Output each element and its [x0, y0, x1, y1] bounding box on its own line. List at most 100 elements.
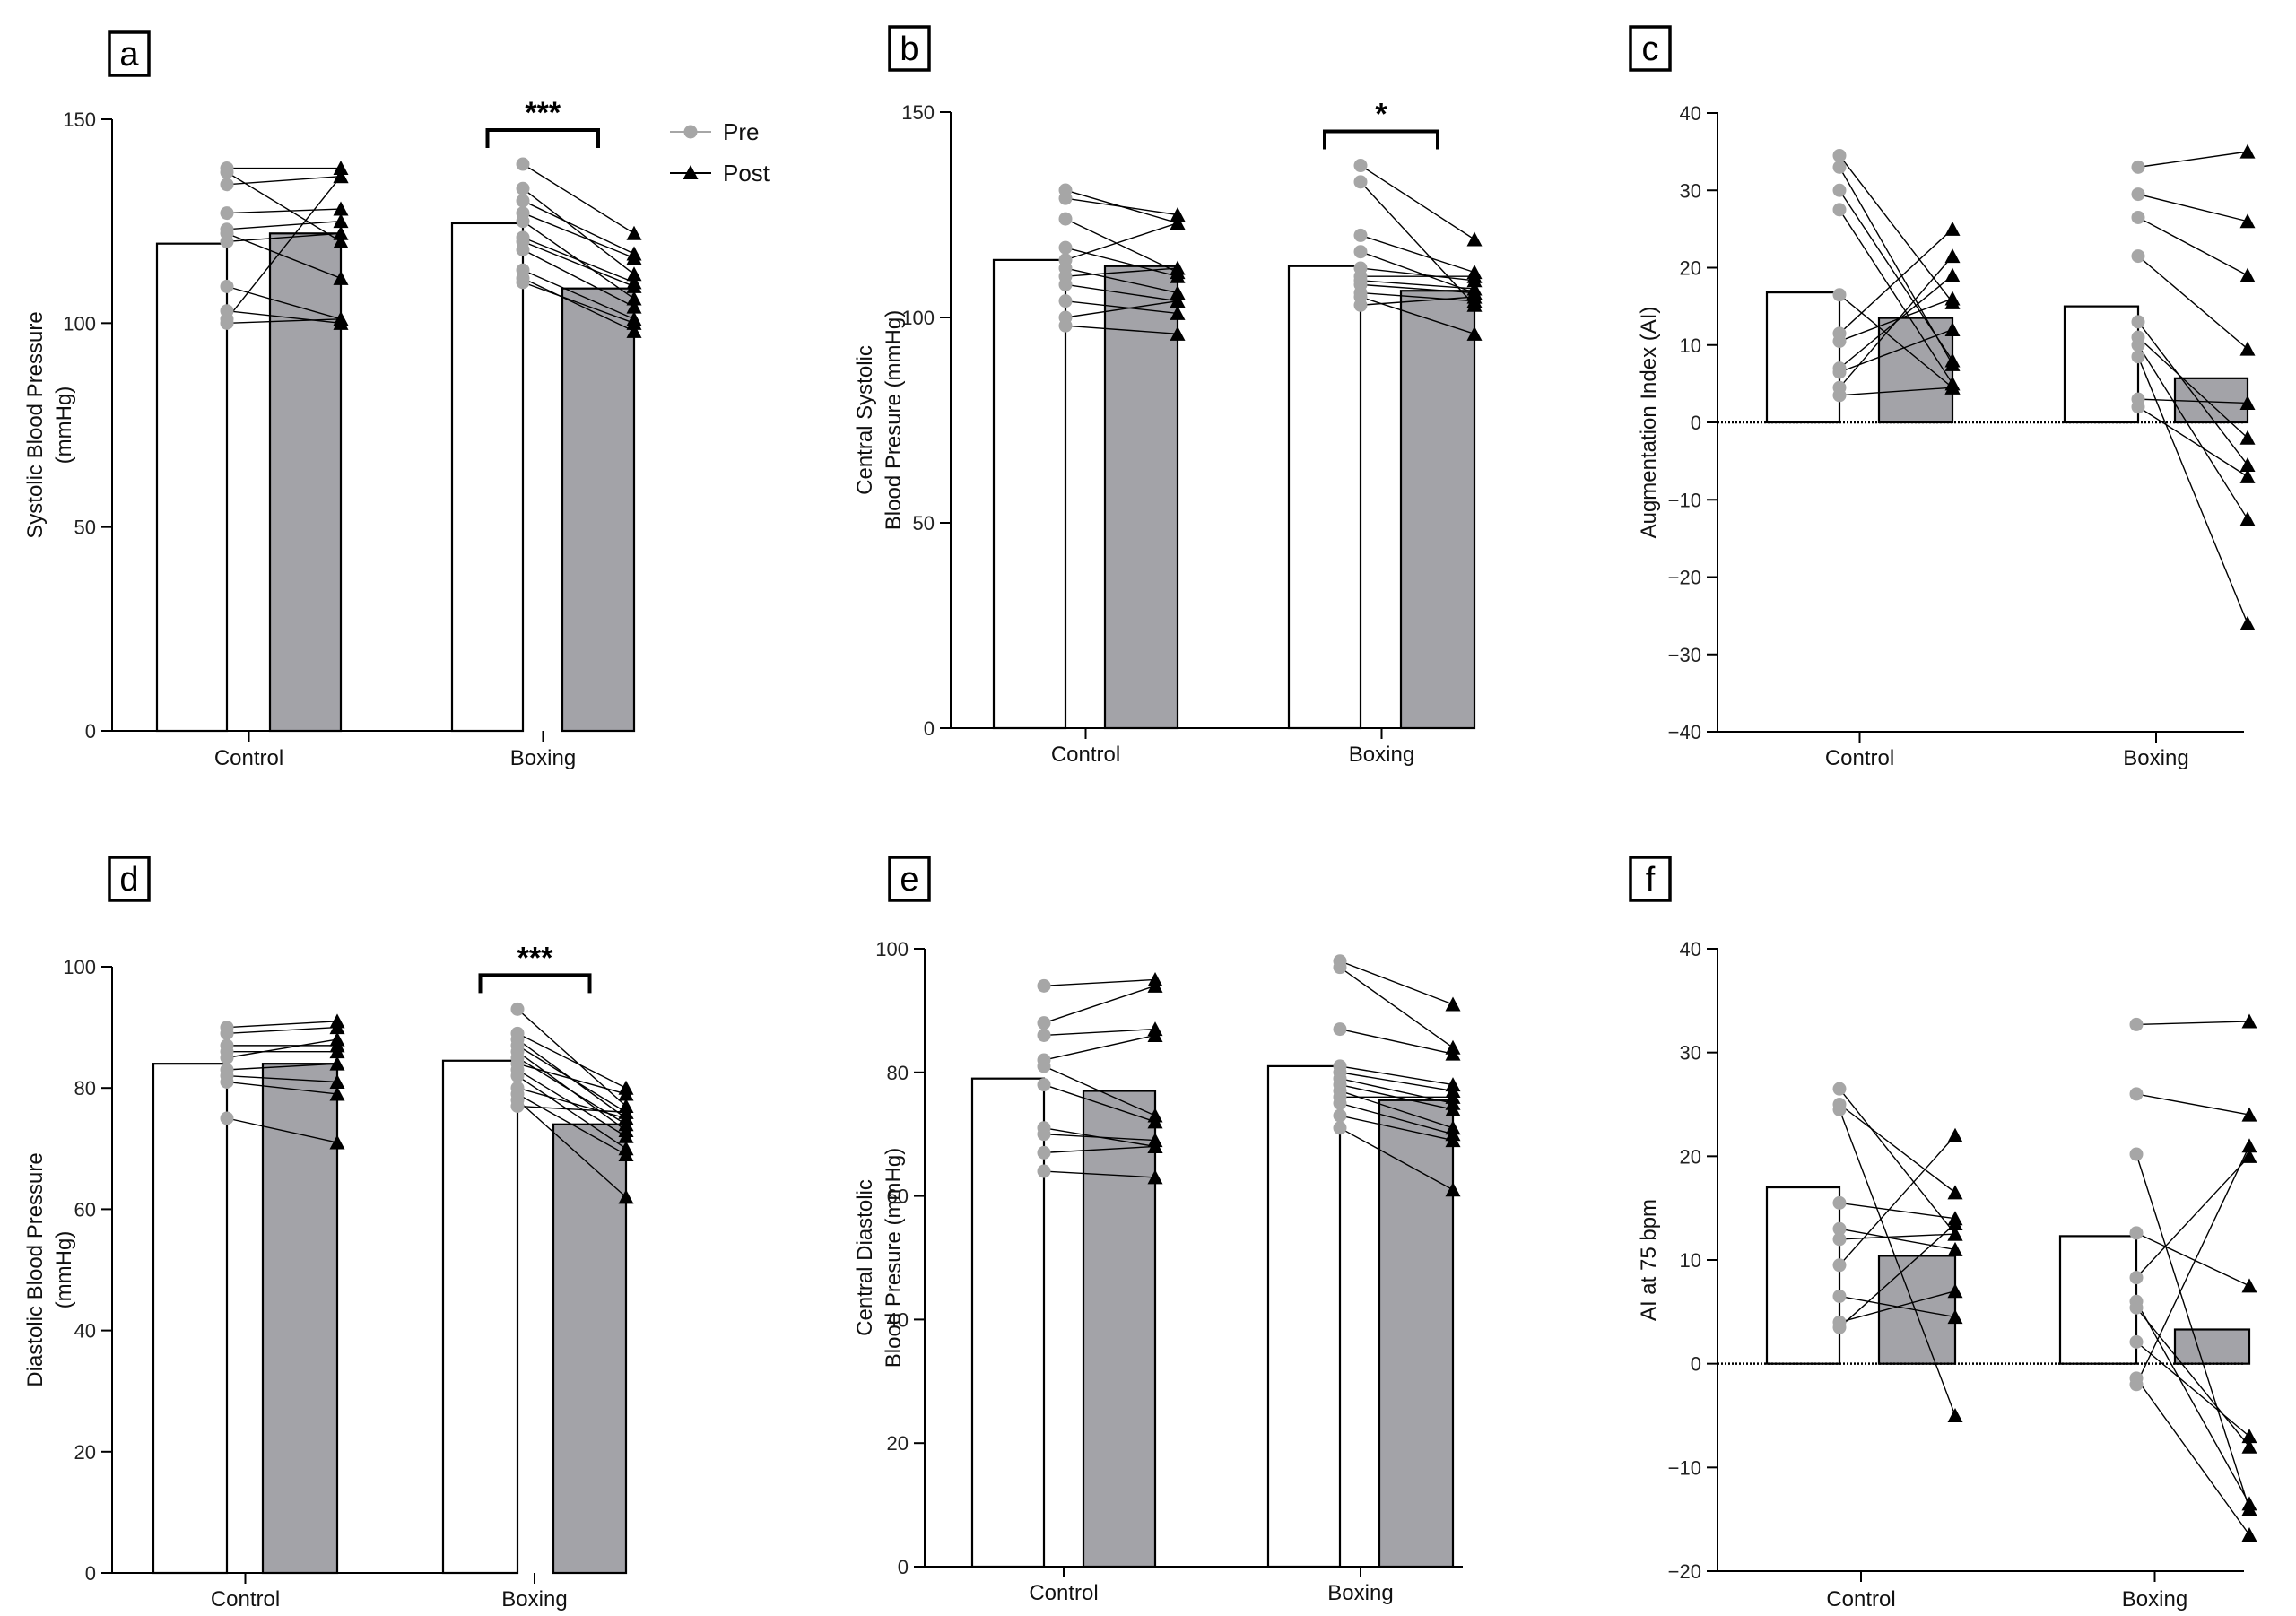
- y-tick-label: 0: [898, 1556, 909, 1578]
- point-pre: [1037, 1016, 1051, 1030]
- y-tick-label: 40: [1680, 102, 1701, 125]
- point-post: [1147, 1138, 1163, 1153]
- pair-line: [2137, 406, 2248, 477]
- point-post: [1170, 260, 1186, 275]
- pair-line: [1043, 1134, 1156, 1142]
- pair-line: [1339, 1078, 1454, 1104]
- point-post: [2239, 615, 2256, 630]
- point-post: [1445, 1046, 1461, 1061]
- point-pre: [220, 279, 234, 293]
- point-post: [2239, 511, 2256, 526]
- point-pre: [2131, 400, 2145, 414]
- y-tick-label: 80: [74, 1077, 96, 1099]
- panel-label-text: f: [1646, 861, 1656, 899]
- pair-line: [1339, 1102, 1454, 1135]
- bar-pre-control: [152, 1063, 229, 1575]
- y-axis-label: Diastolic Blood Pressure (mmHg): [23, 1152, 76, 1386]
- legend-post-label: Post: [723, 160, 770, 187]
- point-post: [1466, 268, 1483, 283]
- point-post: [1147, 977, 1163, 993]
- point-post: [1944, 267, 1961, 282]
- point-post: [2239, 430, 2256, 445]
- point-post: [333, 311, 349, 326]
- x-tick-label: Boxing: [1327, 1581, 1393, 1605]
- pair-line: [226, 1026, 338, 1035]
- y-tick-label: 60: [887, 1186, 909, 1208]
- pair-line: [1360, 181, 1475, 306]
- x-tick-label: Control: [1051, 743, 1120, 767]
- pair-line: [1839, 1202, 1956, 1220]
- pair-line: [2135, 1377, 2250, 1535]
- pair-line: [1839, 1222, 1956, 1328]
- pair-line: [517, 1087, 627, 1119]
- point-post: [1947, 1216, 1963, 1231]
- point-pre: [510, 1069, 525, 1083]
- point-pre: [1333, 1022, 1347, 1037]
- pair-line: [226, 309, 342, 325]
- point-post: [1944, 379, 1961, 395]
- pair-line: [2137, 193, 2248, 222]
- point-post: [329, 1020, 345, 1035]
- point-post: [329, 1044, 345, 1059]
- bar-pre-boxing: [441, 1059, 519, 1575]
- point-post: [1466, 326, 1483, 341]
- y-tick-label: −20: [1668, 567, 1701, 589]
- pair-line: [517, 1093, 627, 1156]
- pair-line: [522, 163, 635, 234]
- point-pre: [1832, 365, 1847, 379]
- pair-line: [522, 187, 635, 275]
- point-pre: [516, 194, 530, 208]
- bar-pre-control: [1765, 1186, 1841, 1365]
- pair-line: [1360, 283, 1475, 294]
- point-pre: [1832, 148, 1847, 162]
- panel-label-text: a: [119, 36, 139, 74]
- point-post: [618, 1128, 634, 1143]
- point-post: [1170, 215, 1186, 230]
- pair-line: [2137, 321, 2248, 465]
- point-pre: [1832, 183, 1847, 197]
- pair-line: [1065, 283, 1178, 302]
- panel-a: a 0 50 100 150 Control Boxing Systolic Blood Pr…: [23, 30, 642, 770]
- point-post: [1170, 285, 1186, 300]
- bar-pre-boxing: [2058, 1235, 2138, 1365]
- y-tick-label: −40: [1668, 721, 1701, 743]
- point-post: [1147, 1114, 1163, 1129]
- point-post: [626, 291, 642, 306]
- pair-line: [1065, 300, 1178, 318]
- significance-bracket: ***: [478, 941, 592, 994]
- pair-line: [1065, 247, 1178, 277]
- pair-line: [2135, 1093, 2250, 1116]
- point-pre: [2129, 1300, 2144, 1315]
- point-post: [1947, 1226, 1963, 1241]
- pair-line: [226, 220, 342, 230]
- y-axis-label: AI at 75 bpm: [1637, 1199, 1661, 1321]
- point-post: [1170, 268, 1186, 283]
- pair-line: [1043, 1083, 1156, 1123]
- point-pre: [1058, 277, 1073, 291]
- point-post: [329, 1086, 345, 1101]
- pair-line: [2135, 1300, 2250, 1505]
- x-tick-label: Boxing: [2123, 746, 2188, 770]
- point-pre: [1037, 1028, 1051, 1042]
- point-post: [333, 201, 349, 216]
- point-pre: [1353, 159, 1368, 173]
- pair-line: [1839, 1228, 1956, 1251]
- point-post: [333, 225, 349, 240]
- bracket-line: [478, 973, 592, 994]
- pair-line: [1839, 1088, 1956, 1235]
- pair-line: [1360, 296, 1475, 334]
- pair-line: [1360, 164, 1475, 240]
- pair-line: [1339, 1065, 1454, 1086]
- pair-line: [1339, 960, 1454, 1005]
- pair-line: [1043, 1065, 1156, 1116]
- point-post: [1170, 207, 1186, 222]
- bar-pre-control: [155, 242, 229, 733]
- point-post: [2241, 1107, 2257, 1122]
- legend-post-marker: [683, 165, 699, 179]
- pair-line: [226, 232, 342, 279]
- legend-pre-marker: [683, 125, 698, 139]
- x-tick-label: Boxing: [2122, 1587, 2187, 1612]
- point-post: [626, 225, 642, 240]
- point-post: [2239, 395, 2256, 410]
- bar-post-boxing: [1378, 1099, 1455, 1568]
